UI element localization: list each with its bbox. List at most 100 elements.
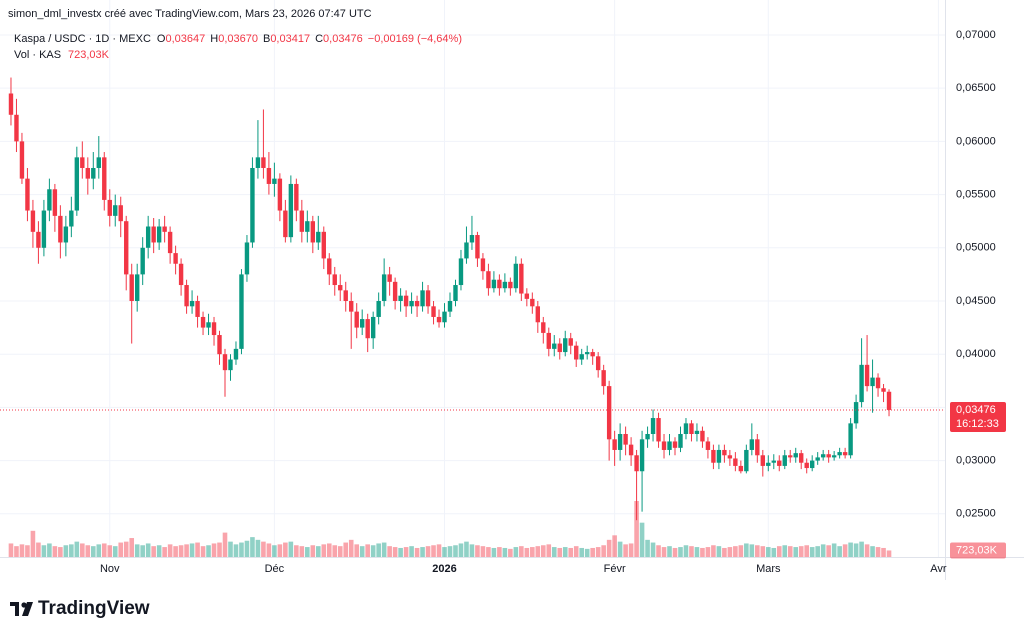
countdown-label: 16:12:33 [956,418,999,430]
volume-bar [409,546,414,557]
candle-body [189,300,195,307]
candle-body [458,258,464,286]
volume-bar [683,545,689,557]
volume-bar [650,542,656,557]
logo-shape [21,602,27,608]
volume-bar [332,545,338,557]
volume-bar [173,546,178,557]
volume-bar [551,547,557,557]
volume-bar [129,538,135,557]
candle-body [41,210,47,248]
logo-shape [10,602,19,606]
candle-body [30,210,36,232]
volume-bar [842,544,848,557]
volume-bar [310,545,316,557]
volume-bar [288,541,294,557]
x-tick-label: Nov [100,563,120,575]
candle-body [656,418,661,442]
candle-body [694,430,700,434]
volume-bar [508,548,513,557]
x-tick-label: Mars [756,563,781,575]
candle-body [552,343,557,349]
volume-bar [590,547,595,557]
logo-shape [15,602,19,616]
volume-bar [47,543,52,557]
candle-body [535,306,541,323]
candle-body [568,338,573,346]
volume-bar [557,547,563,557]
candle-body [804,462,809,469]
candle-body [47,189,52,211]
candle-body [102,157,107,200]
candle-body [52,189,58,216]
volume-bar [294,545,299,557]
candle-body [233,348,239,360]
candle-body [711,449,716,463]
candle-body [864,364,870,387]
candle-body [820,454,826,458]
candle-body [184,285,189,307]
volume-bar [266,543,272,557]
volume-bar [189,543,195,557]
candle-body [508,281,513,289]
volume-bar [398,547,403,557]
volume-bar [562,547,568,557]
volume-bar [90,546,96,557]
volume-bar [864,544,870,557]
volume-bar [612,535,617,557]
volume-bar [568,547,574,557]
y-tick-label: 0,06000 [956,135,996,147]
candle-body [826,454,831,458]
candle-body [178,263,184,286]
y-tick-label: 0,03000 [956,455,996,467]
candle-body [305,221,310,232]
candle-body [272,178,277,184]
legend-volume-value: 723,03K [68,49,110,61]
volume-bar [118,542,124,557]
volume-bar [584,548,590,557]
volume-bar [453,545,458,557]
candle-body [705,441,711,450]
candle-body [502,281,508,289]
volume-bar [8,543,14,557]
volume-bar [36,542,41,557]
volume-bar [354,544,360,557]
candle-body [113,205,118,216]
volume-bar [52,546,58,557]
volume-bar [480,546,486,557]
candle-body [634,455,639,472]
volume-bar [749,544,755,557]
candle-body [420,290,425,307]
volume-bar [272,545,277,557]
volume-bar [337,546,343,557]
volume-bar [815,546,820,557]
candle-body [859,364,864,403]
header-credit: simon_dml_investx créé avec TradingView.… [8,8,372,20]
candle-body [480,258,486,272]
volume-bar [573,546,579,557]
volume-bar [151,546,156,557]
volume-bar [250,537,255,557]
legend-key: B [263,33,270,45]
volume-bar [513,547,519,557]
legend-change: −0,00169 (−4,64%) [368,33,462,45]
volume-bar [623,544,628,557]
volume-bar [853,543,859,557]
candle-body [788,455,793,458]
volume-bar [112,546,118,557]
candle-body [8,93,14,115]
candle-body [590,352,595,357]
candle-body [464,242,469,259]
candle-body [365,319,370,339]
candle-body [870,377,875,387]
volume-bar [497,547,502,557]
candle-body [639,439,645,472]
candle-body [381,274,387,301]
legend-key: O [157,33,166,45]
candles [8,77,892,521]
volume-bar [705,547,711,557]
legend-key: H [210,33,218,45]
candle-body [266,167,272,184]
volume-bar [299,546,305,557]
